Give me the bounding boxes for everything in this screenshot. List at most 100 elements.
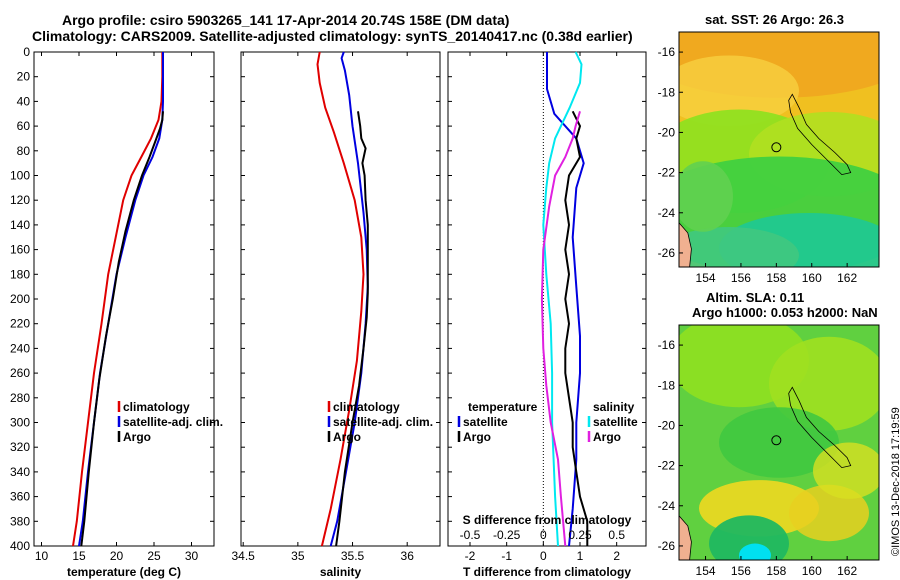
depth-tick-label: 300 bbox=[10, 416, 30, 430]
sla_map-ytick-label: -24 bbox=[658, 499, 676, 513]
sla_map-australia-coast bbox=[679, 515, 692, 560]
depth-tick-label: 0 bbox=[23, 45, 30, 59]
sst_map-argo-position bbox=[771, 142, 782, 153]
diff-secondary-xtick-label: 0.25 bbox=[568, 528, 592, 542]
temperature-xtick-label: 25 bbox=[147, 549, 161, 563]
temperature-climatology-line bbox=[72, 52, 164, 547]
depth-tick-label: 20 bbox=[17, 70, 31, 84]
temperature-xtick-label: 15 bbox=[72, 549, 86, 563]
map-panels: 154 156 158 160 162 -16 -18 -20 -22 -24 -26 154 156 1… bbox=[658, 31, 880, 578]
temperature-xtick-label: 20 bbox=[110, 549, 124, 563]
depth-tick-label: 140 bbox=[10, 218, 30, 232]
salinity-xtick-label: 35 bbox=[291, 549, 305, 563]
depth-tick-label: 60 bbox=[17, 119, 31, 133]
salinity-frame bbox=[240, 51, 441, 547]
sla_map-xtick-label: 154 bbox=[696, 564, 716, 578]
sla_map-coastline bbox=[788, 386, 852, 469]
salinity-panel: 34.5 35 35.5 36 salinity climatologysatellite… bbox=[232, 51, 441, 579]
diff-legend-t-argo-label: Argo bbox=[463, 430, 491, 444]
diff-legend-salinity-title: salinity bbox=[593, 400, 635, 414]
sst_map-field-patch bbox=[679, 227, 799, 267]
depth-tick-label: 260 bbox=[10, 366, 30, 380]
depth-tick-label: 400 bbox=[10, 539, 30, 553]
depth-tick-label: 200 bbox=[10, 292, 30, 306]
salinity-argo-line bbox=[335, 111, 369, 547]
sst_map-ytick-label: -24 bbox=[658, 206, 676, 220]
diff-s-argo-line bbox=[540, 111, 581, 547]
depth-tick-label: 40 bbox=[17, 94, 31, 108]
sla_map-argo-position bbox=[771, 435, 782, 446]
sla-map-title: Altim. SLA: 0.11 bbox=[706, 290, 805, 305]
sla_map-field bbox=[679, 325, 879, 560]
temperature-frame bbox=[33, 51, 215, 547]
sla_map-field-patch bbox=[813, 442, 879, 499]
diff-legend-t-satellite-label: satellite bbox=[463, 415, 508, 429]
depth-tick-label: 180 bbox=[10, 267, 30, 281]
sst_map-xtick-label: 158 bbox=[766, 271, 786, 285]
sla_map-xtick-label: 160 bbox=[802, 564, 822, 578]
depth-tick-label: 100 bbox=[10, 169, 30, 183]
diff-secondary-xtick-label: -0.5 bbox=[460, 528, 481, 542]
differences-xlabel: T difference from climatology bbox=[463, 565, 631, 579]
sst_map-australia-coast bbox=[679, 222, 692, 267]
sst_map-coastline bbox=[788, 93, 852, 176]
diff-s-satellite-line bbox=[542, 51, 583, 547]
differences-xtick-label: -1 bbox=[501, 549, 512, 563]
sla_map-field-patch bbox=[709, 515, 789, 560]
diff-secondary-xtick-label: -0.25 bbox=[493, 528, 521, 542]
sst_map-field bbox=[679, 32, 879, 267]
salinity-xtick-label: 36 bbox=[401, 549, 415, 563]
sla_map-field-patch bbox=[769, 336, 879, 431]
depth-tick-label: 80 bbox=[17, 144, 31, 158]
sla_map-ytick-label: -20 bbox=[658, 418, 676, 432]
temp-legend-argo-label: Argo bbox=[123, 430, 151, 444]
sst_map-ytick-label: -16 bbox=[658, 45, 676, 59]
sal-legend-argo-label: Argo bbox=[333, 430, 361, 444]
sla_map-ytick-label: -26 bbox=[658, 539, 676, 553]
depth-tick-label: 280 bbox=[10, 391, 30, 405]
sal-legend-satellite-label: satellite-adj. clim. bbox=[333, 415, 433, 429]
salinity-xtick-label: 34.5 bbox=[232, 549, 256, 563]
sla_map-ytick-label: -18 bbox=[658, 378, 676, 392]
temperature-panel: 0 20 40 60 80 100 120 140 160 180 200 220 240 260 280 3… bbox=[10, 45, 223, 579]
differences-frame bbox=[447, 51, 647, 547]
depth-tick-label: 240 bbox=[10, 341, 30, 355]
profile-title: Argo profile: csiro 5903265_141 17-Apr-2… bbox=[62, 12, 510, 28]
sst_map-ytick-label: -18 bbox=[658, 85, 676, 99]
depth-tick-label: 320 bbox=[10, 440, 30, 454]
sst_map-field-patch bbox=[679, 55, 799, 126]
differences-xtick-label: -2 bbox=[465, 549, 476, 563]
diff-legend-s-argo-label: Argo bbox=[593, 430, 621, 444]
differences-xtick-label: 2 bbox=[613, 549, 620, 563]
sla_map-frame bbox=[678, 324, 880, 561]
sst_map-frame bbox=[678, 31, 880, 268]
sal-legend-climatology-label: climatology bbox=[333, 400, 400, 414]
sst_map-xtick-label: 154 bbox=[696, 271, 716, 285]
sst_map-ytick-label: -26 bbox=[658, 246, 676, 260]
sla_map-xtick-label: 162 bbox=[837, 564, 857, 578]
sla_map-field-patch bbox=[739, 543, 771, 560]
salinity-xlabel: salinity bbox=[320, 565, 362, 579]
temperature-xlabel: temperature (deg C) bbox=[67, 565, 181, 579]
salinity-xtick-label: 35.5 bbox=[341, 549, 365, 563]
sst_map-xtick-label: 162 bbox=[837, 271, 857, 285]
sla_map-xtick-label: 156 bbox=[731, 564, 751, 578]
sla-map-subtitle: Argo h1000: 0.053 h2000: NaN bbox=[692, 305, 878, 320]
salinity-satellite-adj-clim--line bbox=[329, 51, 369, 547]
diff-secondary-xtick-label: 0.5 bbox=[608, 528, 625, 542]
sst_map-xtick-label: 160 bbox=[802, 271, 822, 285]
sla_map-field-patch bbox=[719, 407, 839, 478]
sla_map-xtick-label: 158 bbox=[766, 564, 786, 578]
sst-map-title: sat. SST: 26 Argo: 26.3 bbox=[705, 12, 844, 27]
temp-legend-climatology-label: climatology bbox=[123, 400, 190, 414]
sst_map-ytick-label: -22 bbox=[658, 166, 676, 180]
depth-tick-label: 360 bbox=[10, 490, 30, 504]
sla_map-ytick-label: -16 bbox=[658, 338, 676, 352]
diff-legend-s-satellite-label: satellite bbox=[593, 415, 638, 429]
salinity-climatology-line bbox=[316, 51, 365, 547]
temp-legend-satellite-label: satellite-adj. clim. bbox=[123, 415, 223, 429]
differences-xtick-label: 0 bbox=[540, 549, 547, 563]
depth-tick-label: 160 bbox=[10, 243, 30, 257]
depth-tick-label: 120 bbox=[10, 193, 30, 207]
